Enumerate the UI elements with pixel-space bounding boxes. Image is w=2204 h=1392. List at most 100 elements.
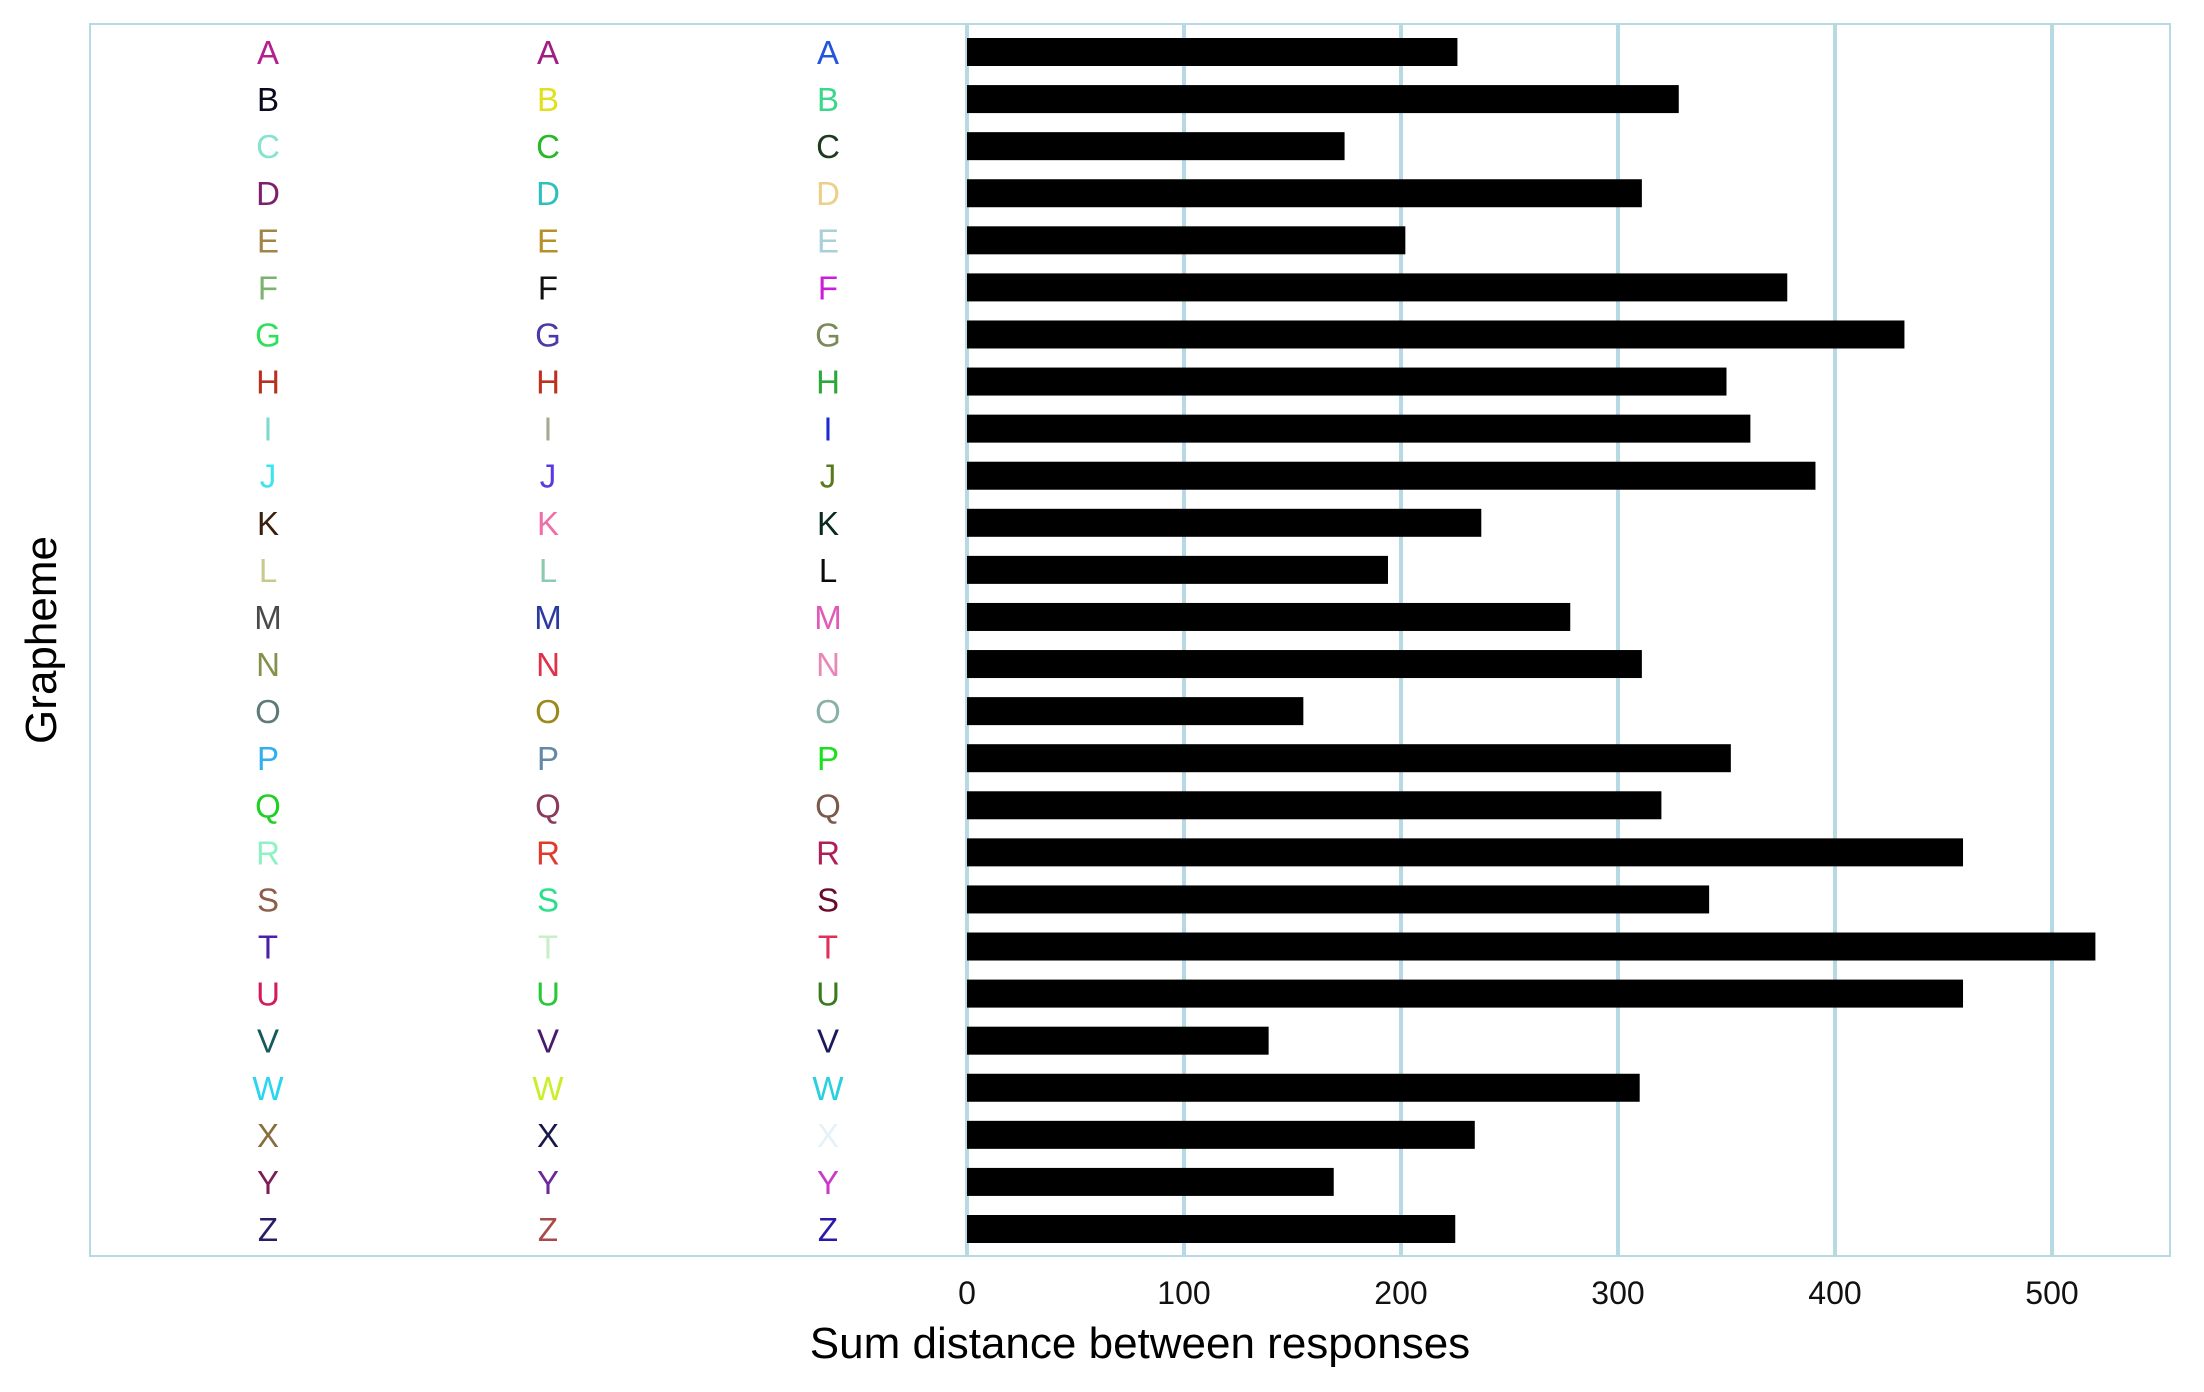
bar-E [967, 226, 1406, 255]
grapheme-response-1-F: F [258, 269, 278, 306]
grapheme-response-3-Q: Q [815, 787, 841, 824]
grapheme-response-3-D: D [816, 175, 840, 212]
bar-M [967, 602, 1571, 631]
grapheme-response-1-S: S [257, 881, 279, 918]
grapheme-response-3-J: J [820, 458, 837, 495]
grapheme-response-2-K: K [537, 505, 559, 542]
grapheme-response-1-O: O [255, 693, 281, 730]
grapheme-response-1-R: R [256, 834, 280, 871]
grapheme-response-3-V: V [817, 1023, 839, 1060]
grapheme-response-3-R: R [816, 834, 840, 871]
x-tick-label: 100 [1157, 1275, 1210, 1311]
bar-C [967, 132, 1345, 161]
grapheme-response-2-S: S [537, 881, 559, 918]
grapheme-response-2-O: O [535, 693, 561, 730]
bar-P [967, 744, 1731, 773]
x-tick-label: 0 [958, 1275, 976, 1311]
grapheme-response-3-T: T [818, 929, 838, 966]
grapheme-response-3-N: N [816, 646, 840, 683]
bar-D [967, 179, 1642, 208]
grapheme-response-2-E: E [537, 222, 559, 259]
grapheme-response-1-U: U [256, 976, 280, 1013]
grapheme-response-3-W: W [812, 1070, 844, 1107]
bar-A [967, 38, 1458, 66]
grapheme-response-2-M: M [534, 599, 562, 636]
grapheme-response-3-U: U [816, 976, 840, 1013]
bar-G [967, 320, 1905, 349]
grapheme-response-2-V: V [537, 1023, 559, 1060]
x-tick-label: 400 [1808, 1275, 1861, 1311]
grapheme-response-2-W: W [532, 1070, 564, 1107]
grapheme-response-2-F: F [538, 269, 558, 306]
bar-J [967, 461, 1816, 490]
grapheme-response-2-G: G [535, 316, 561, 353]
grapheme-response-1-Y: Y [257, 1164, 279, 1201]
bar-L [967, 555, 1388, 584]
x-tick-label: 300 [1591, 1275, 1644, 1311]
grapheme-response-1-M: M [254, 599, 282, 636]
grapheme-response-2-B: B [537, 81, 559, 118]
grapheme-response-2-A: A [537, 34, 559, 71]
bar-T [967, 932, 2096, 961]
grapheme-response-1-B: B [257, 81, 279, 118]
x-tick-label: 500 [2025, 1275, 2078, 1311]
bar-X [967, 1120, 1475, 1149]
grapheme-response-3-M: M [814, 599, 842, 636]
grapheme-response-1-G: G [255, 316, 281, 353]
grapheme-response-2-R: R [536, 834, 560, 871]
grapheme-response-2-C: C [536, 128, 560, 165]
grapheme-response-2-Y: Y [537, 1164, 559, 1201]
grapheme-response-1-X: X [257, 1117, 279, 1154]
bar-Z [967, 1215, 1456, 1243]
grapheme-response-3-P: P [817, 740, 839, 777]
grapheme-response-2-D: D [536, 175, 560, 212]
grapheme-response-1-T: T [258, 929, 278, 966]
bar-layer [967, 38, 2096, 1243]
grapheme-response-3-I: I [823, 411, 832, 448]
grapheme-response-3-A: A [817, 34, 839, 71]
grapheme-response-2-H: H [536, 364, 560, 401]
grapheme-response-1-H: H [256, 364, 280, 401]
grapheme-response-3-Y: Y [817, 1164, 839, 1201]
grapheme-response-1-E: E [257, 222, 279, 259]
bar-I [967, 414, 1751, 443]
grapheme-response-3-E: E [817, 222, 839, 259]
grapheme-response-2-Z: Z [538, 1211, 558, 1248]
bar-B [967, 85, 1679, 114]
grapheme-response-2-I: I [543, 411, 552, 448]
bar-H [967, 367, 1727, 396]
grapheme-response-1-Q: Q [255, 787, 281, 824]
panel-border [89, 23, 2171, 1257]
grapheme-response-3-S: S [817, 881, 839, 918]
grapheme-response-1-D: D [256, 175, 280, 212]
grapheme-response-3-F: F [818, 269, 838, 306]
bar-O [967, 697, 1304, 726]
grapheme-response-3-G: G [815, 316, 841, 353]
bar-W [967, 1073, 1640, 1102]
grapheme-response-3-C: C [816, 128, 840, 165]
grapheme-response-1-J: J [260, 458, 277, 495]
grapheme-response-2-N: N [536, 646, 560, 683]
bar-R [967, 838, 1964, 867]
grapheme-response-2-J: J [540, 458, 557, 495]
grapheme-response-3-X: X [817, 1117, 839, 1154]
grapheme-response-2-U: U [536, 976, 560, 1013]
grapheme-response-1-K: K [257, 505, 279, 542]
grapheme-response-1-C: C [256, 128, 280, 165]
grapheme-response-2-L: L [539, 552, 557, 589]
grapheme-response-1-N: N [256, 646, 280, 683]
bar-Q [967, 791, 1662, 820]
grapheme-response-3-L: L [819, 552, 837, 589]
grapheme-response-2-X: X [537, 1117, 559, 1154]
grapheme-response-2-P: P [537, 740, 559, 777]
grapheme-response-1-W: W [252, 1070, 284, 1107]
grapheme-response-1-I: I [263, 411, 272, 448]
x-tick-label: 200 [1374, 1275, 1427, 1311]
grapheme-response-1-L: L [259, 552, 277, 589]
bar-Y [967, 1167, 1334, 1196]
grapheme-response-1-V: V [257, 1023, 279, 1060]
grapheme-response-2-Q: Q [535, 787, 561, 824]
panel-background [90, 24, 2170, 1256]
